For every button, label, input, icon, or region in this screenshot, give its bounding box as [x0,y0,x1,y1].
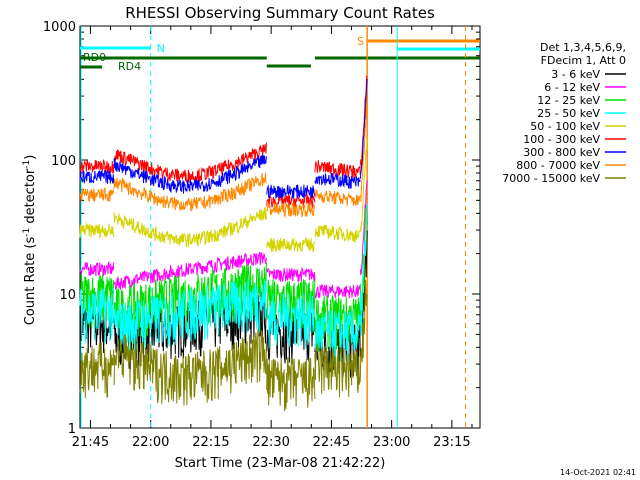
series-line [79,287,115,344]
y-axis-label-main: Count Rate (s [23,237,38,326]
series-line [79,187,115,202]
series-4 [79,138,368,253]
annotation-label: RD4 [118,60,141,73]
series-line [359,138,368,232]
series-6 [79,78,368,199]
annotation-label: S [357,35,364,48]
legend: Det 1,3,4,5,6,9, FDecim 1, Att 0 3 - 6 k… [502,41,626,185]
series-line [266,266,316,282]
series-3 [79,203,368,364]
y-tick-label: 1 [68,422,76,437]
x-tick-label: 23:15 [433,435,470,450]
x-tick-label: 21:45 [72,435,109,450]
tick-labels: 1 10 100 1000 21:45 22:00 22:15 22:30 22:45 23:00… [43,20,471,450]
series-line [266,201,316,219]
series-line [266,357,316,412]
annotation-label: RD0 [83,51,106,64]
series-line [79,303,115,359]
legend-header-line-2: FDecim 1, Att 0 [541,54,626,67]
series-line [79,169,115,184]
series-line [266,192,316,209]
series-line [359,180,368,277]
timestamp: 14-Oct-2021 02:41 [560,468,636,477]
x-tick-label: 22:00 [132,435,169,450]
series-line [359,279,368,381]
series-line [314,188,361,207]
series-line [113,329,267,406]
legend-label: 6 - 12 keV [544,81,600,94]
series-line [79,342,115,399]
series-layer [79,75,368,412]
series-line [79,260,115,277]
series-line [79,273,115,329]
chart-title: RHESSI Observing Summary Count Rates [125,4,435,22]
x-tick-label: 22:45 [313,435,350,450]
series-line [113,278,267,355]
series-5 [79,75,368,209]
legend-label: 3 - 6 keV [551,68,600,81]
series-line [79,159,115,174]
series-line [359,78,368,180]
series-line [314,284,361,300]
series-line [314,310,361,364]
y-axis-label-mid: detector [23,168,38,228]
series-1 [79,180,368,300]
legend-label: 800 - 7000 keV [516,159,600,172]
x-tick-label: 22:15 [192,435,229,450]
legend-label: 7000 - 15000 keV [502,172,600,185]
series-7 [79,104,368,219]
annotation-label: N [157,42,165,55]
series-line [79,222,115,239]
series-line [113,172,267,212]
y-axis-label-sup2: -1 [22,160,32,169]
y-tick-label: 10 [59,288,76,303]
legend-label: 12 - 25 keV [537,94,600,107]
series-line [113,205,267,248]
series-line [360,104,368,202]
series-line [314,172,361,189]
series-line [266,184,316,199]
y-tick-label: 1000 [43,20,76,35]
series-line [314,343,361,398]
series-line [113,142,267,184]
legend-header-line-1: Det 1,3,4,5,6,9, [540,41,626,54]
legend-label: 300 - 800 keV [523,146,600,159]
series-line [266,292,316,349]
series-line [266,237,316,253]
series-line [113,155,267,194]
legend-label: 100 - 300 keV [523,133,600,146]
x-tick-label: 22:30 [252,435,289,450]
legend-label: 50 - 100 keV [530,120,600,133]
y-axis-label-sup1: -1 [22,228,32,237]
x-axis-label: Start Time (23-Mar-08 21:42:22) [175,456,386,471]
y-tick-label: 100 [51,154,76,169]
series-8 [79,279,368,412]
series-line [113,251,267,290]
y-axis-label: Count Rate (s-1 detector-1) [22,155,38,326]
legend-label: 25 - 50 keV [537,107,600,120]
x-tick-label: 23:00 [373,435,410,450]
series-line [314,224,361,243]
y-axis-label-end: ) [23,155,38,160]
series-line [359,203,368,336]
